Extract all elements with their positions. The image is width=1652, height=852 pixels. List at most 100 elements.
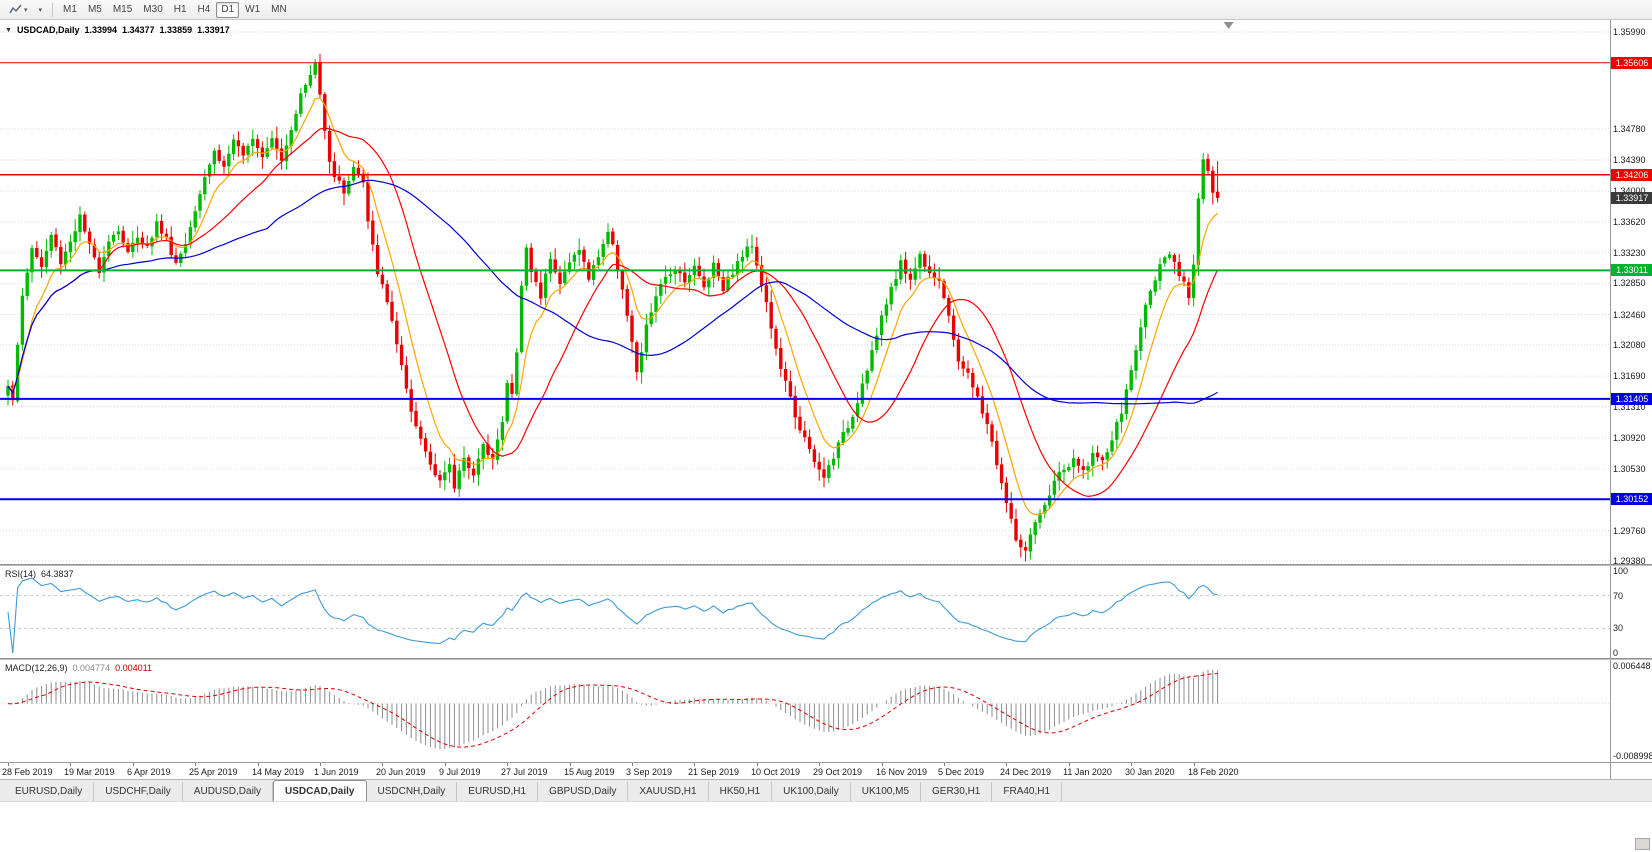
collapse-chart-button[interactable]: ▼ bbox=[5, 26, 12, 34]
symbol-tab-xauusd-h1[interactable]: XAUUSD,H1 bbox=[628, 782, 709, 801]
ohlc-low: 1.33859 bbox=[159, 25, 193, 35]
symbol-tab-uk100-m5[interactable]: UK100,M5 bbox=[851, 782, 922, 801]
timeframe-button-d1[interactable]: D1 bbox=[216, 1, 240, 18]
symbol-tab-hk50-h1[interactable]: HK50,H1 bbox=[709, 782, 773, 801]
price-axis-label: 1.34000 bbox=[1613, 186, 1646, 196]
price-axis-label: 1.30920 bbox=[1613, 432, 1646, 443]
date-tick bbox=[1006, 763, 1007, 766]
date-label: 30 Jan 2020 bbox=[1125, 767, 1175, 777]
timeframe-toolbar: M1 M5 M15 M30 H1 H4 D1 W1 MN bbox=[58, 1, 292, 18]
date-tick bbox=[445, 763, 446, 766]
timeframe-button-mn[interactable]: MN bbox=[271, 4, 287, 15]
price-axis-label: 100 bbox=[1613, 566, 1629, 576]
symbol-tab-usdchf-daily[interactable]: USDCHF,Daily bbox=[94, 782, 183, 801]
price-axis-label: 1.32850 bbox=[1613, 278, 1646, 289]
date-tick bbox=[320, 763, 321, 766]
timeframe-button-h1[interactable]: H1 bbox=[173, 4, 187, 15]
timeframe-button-m1[interactable]: M1 bbox=[63, 4, 77, 15]
date-tick bbox=[882, 763, 883, 766]
symbol-tab-ger30-h1[interactable]: GER30,H1 bbox=[921, 782, 993, 801]
price-axis-label: 1.33230 bbox=[1613, 247, 1646, 258]
timeframe-button-m5[interactable]: M5 bbox=[87, 4, 102, 15]
symbol-tab-eurusd-h1[interactable]: EURUSD,H1 bbox=[457, 782, 539, 801]
ohlc-high: 1.34377 bbox=[122, 25, 155, 35]
dropdown-button[interactable]: ▾ bbox=[34, 2, 48, 18]
price-axis-label: 1.32080 bbox=[1613, 339, 1646, 350]
price-level-badge: 1.33011 bbox=[1611, 264, 1652, 277]
date-tick bbox=[819, 763, 820, 766]
date-tick bbox=[8, 763, 9, 766]
symbol-tab-uk100-daily[interactable]: UK100,Daily bbox=[772, 782, 851, 801]
date-tick bbox=[1194, 763, 1195, 766]
toolbar-separator bbox=[52, 2, 54, 17]
time-axis[interactable]: 28 Feb 2019 19 Mar 2019 6 Apr 2019 25 Apr 2… bbox=[0, 762, 1652, 779]
date-tick bbox=[70, 763, 71, 766]
chart-shift-marker[interactable] bbox=[1223, 22, 1234, 29]
price-axis-label: 1.29760 bbox=[1613, 525, 1646, 536]
price-level-badge: 1.34206 bbox=[1611, 168, 1652, 181]
chart-tools-button[interactable]: ▾ bbox=[4, 2, 33, 18]
macd-axis-bottom-label: -0.008998 bbox=[1613, 751, 1652, 761]
resize-grip[interactable] bbox=[1635, 838, 1650, 850]
timeframe-button-w1[interactable]: W1 bbox=[245, 4, 261, 15]
date-tick bbox=[195, 763, 196, 766]
macd-signal-value: 0.004011 bbox=[115, 663, 152, 673]
price-axis-label: 1.34390 bbox=[1613, 155, 1646, 166]
symbol-tab-fra40-h1[interactable]: FRA40,H1 bbox=[992, 782, 1063, 801]
macd-axis[interactable]: 0.006448 -0.008998 bbox=[1610, 660, 1652, 762]
panel-splitter[interactable] bbox=[0, 658, 1652, 660]
price-axis-label: 1.32460 bbox=[1613, 309, 1646, 320]
date-label: 28 Feb 2019 bbox=[2, 767, 53, 777]
date-label: 18 Feb 2020 bbox=[1188, 767, 1239, 777]
date-tick bbox=[382, 763, 383, 766]
date-label: 16 Nov 2019 bbox=[876, 767, 928, 777]
date-tick bbox=[694, 763, 695, 766]
symbol-tab-usdcnh-daily[interactable]: USDCNH,Daily bbox=[367, 782, 458, 801]
date-label: 27 Jul 2019 bbox=[501, 767, 548, 777]
date-label: 14 May 2019 bbox=[252, 767, 305, 777]
rsi-value: 64.3837 bbox=[41, 569, 74, 579]
price-axis-label: 1.34780 bbox=[1613, 123, 1646, 134]
ohlc-open: 1.33994 bbox=[84, 25, 117, 35]
date-label: 3 Sep 2019 bbox=[626, 767, 673, 777]
date-tick bbox=[507, 763, 508, 766]
price-axis[interactable]: 1.35990 1.34780 1.34390 1.34000 1.33620 1.332… bbox=[1610, 20, 1652, 564]
timeframe-button-m15[interactable]: M15 bbox=[112, 4, 133, 15]
macd-canvas[interactable] bbox=[0, 660, 1610, 762]
polyline-chart-icon bbox=[9, 4, 22, 13]
chart-title: ▼ USDCAD,Daily 1.33994 1.34377 1.33859 1… bbox=[5, 25, 230, 35]
rsi-indicator-panel: RSI(14) 64.3837 100 70 30 0 bbox=[0, 566, 1652, 658]
date-label: 19 Mar 2019 bbox=[64, 767, 115, 777]
price-axis-label: 1.30530 bbox=[1613, 463, 1646, 474]
timeframe-button-m30[interactable]: M30 bbox=[143, 4, 163, 15]
symbol-tab-eurusd-daily[interactable]: EURUSD,Daily bbox=[4, 782, 95, 801]
symbol-tab-gbpusd-daily[interactable]: GBPUSD,Daily bbox=[538, 782, 629, 801]
axis-separator-line bbox=[1610, 763, 1611, 779]
price-axis-label: 1.31310 bbox=[1613, 401, 1646, 412]
symbol-tab-usdcad-daily[interactable]: USDCAD,Daily bbox=[273, 780, 367, 802]
timeframe-button-h4[interactable]: H4 bbox=[197, 4, 211, 15]
rsi-canvas[interactable] bbox=[0, 566, 1610, 658]
bottom-scroll-strip bbox=[0, 801, 1652, 852]
date-tick bbox=[1069, 763, 1070, 766]
date-tick bbox=[258, 763, 259, 766]
price-level-badge: 1.35606 bbox=[1611, 56, 1652, 69]
rsi-axis[interactable]: 100 70 30 0 bbox=[1610, 566, 1652, 658]
date-label: 1 Jun 2019 bbox=[314, 767, 359, 777]
date-tick bbox=[944, 763, 945, 766]
price-axis-label: 0 bbox=[1613, 648, 1619, 658]
main-chart-panel: ▼ USDCAD,Daily 1.33994 1.34377 1.33859 1… bbox=[0, 20, 1652, 564]
date-label: 11 Jan 2020 bbox=[1063, 767, 1112, 777]
current-price-badge: 1.33917 bbox=[1611, 191, 1652, 204]
price-axis-label: 1.29380 bbox=[1613, 556, 1646, 564]
chevron-down-icon: ▾ bbox=[38, 6, 43, 14]
price-axis-label: 1.31690 bbox=[1613, 371, 1646, 382]
chart-symbol: USDCAD,Daily bbox=[16, 25, 80, 35]
price-chart-canvas[interactable] bbox=[0, 20, 1610, 564]
symbol-tab-audusd-daily[interactable]: AUDUSD,Daily bbox=[183, 782, 274, 801]
date-tick bbox=[1131, 763, 1132, 766]
date-label: 21 Sep 2019 bbox=[688, 767, 740, 777]
panel-splitter[interactable] bbox=[0, 564, 1652, 566]
date-tick bbox=[570, 763, 571, 766]
